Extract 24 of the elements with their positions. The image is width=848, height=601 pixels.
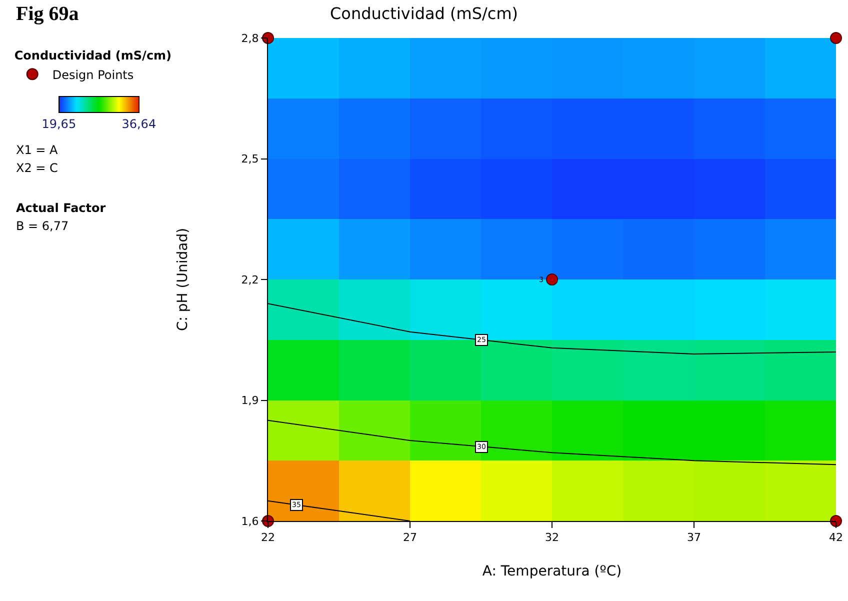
chart-title: Conductividad (mS/cm) [330, 4, 518, 24]
point [830, 32, 842, 44]
y-tick-label: 2,5 [241, 152, 259, 166]
color-bar-label: 19,65 [42, 116, 76, 131]
x-tick-label: 37 [687, 531, 701, 544]
color-bar-label: 36,64 [122, 116, 156, 131]
text: Actual Factor [16, 201, 106, 215]
text: X1 = A [16, 143, 59, 157]
caption: Fig 69a [16, 3, 79, 25]
y-tick-label: 2,2 [241, 273, 259, 286]
y-axis-title: C: pH (Unidad) [174, 228, 191, 332]
x-tick-label: 42 [829, 531, 843, 544]
x-tick-label: 22 [261, 531, 275, 544]
x-tick-label: 27 [403, 531, 417, 544]
y-tick-label: 1,6 [241, 514, 259, 528]
legend-label: Design Points [52, 68, 134, 82]
legend-title: Conductividad (mS/cm) [14, 48, 172, 63]
x-tick-label: 32 [545, 531, 559, 544]
y-tick-label: 2,8 [241, 32, 259, 45]
x-axis-title: A: Temperatura (ºC) [482, 564, 622, 580]
point [546, 274, 558, 286]
y-tick-label: 1,9 [241, 394, 259, 408]
text: X2 = C [16, 161, 58, 175]
text: B = 6,77 [16, 219, 69, 233]
